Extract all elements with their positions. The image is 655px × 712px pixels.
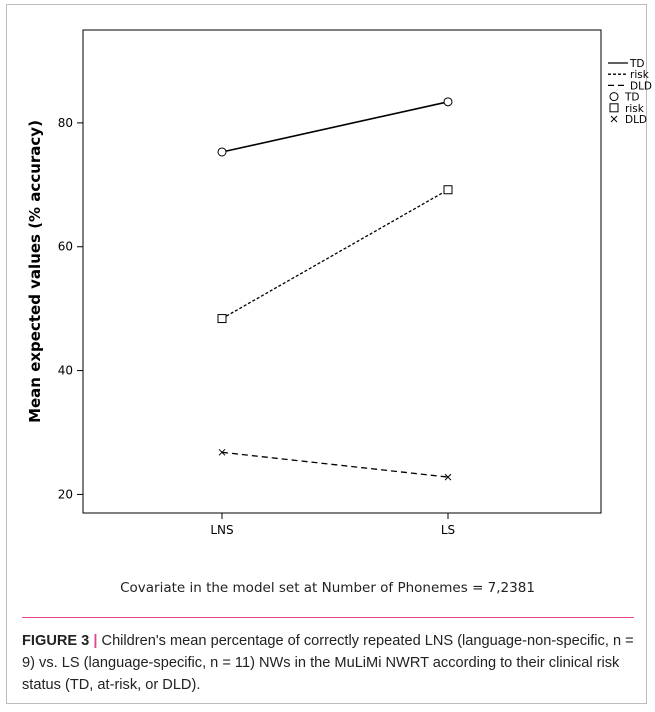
covariate-note: Covariate in the model set at Number of … (120, 580, 535, 596)
data-point-x (218, 448, 226, 456)
data-point-circle (443, 97, 453, 107)
plot-area (82, 29, 602, 514)
series-layer (217, 97, 453, 481)
legend-label: risk (625, 103, 645, 115)
x-tick-label: LS (441, 523, 455, 537)
data-point-x (444, 473, 452, 481)
data-point-square (609, 103, 619, 113)
series-line-td (221, 101, 449, 153)
figure-frame (6, 4, 647, 704)
caption-divider (22, 617, 634, 618)
y-axis-label: Mean expected values (% accuracy) (26, 120, 44, 423)
legend-label: risk (630, 69, 650, 81)
x-axis: LNS LS (210, 513, 455, 537)
series-line-dld (221, 451, 449, 478)
data-point-square (443, 185, 453, 195)
legend-label: DLD (630, 80, 652, 92)
data-point-square (217, 314, 227, 324)
y-tick-label: 60 (58, 240, 73, 254)
caption-text: Children's mean percentage of correctly … (22, 633, 634, 693)
legend-label: TD (629, 58, 645, 70)
caption-label: FIGURE 3 (22, 633, 90, 649)
legend-label: DLD (625, 114, 647, 126)
series-line-risk (221, 189, 449, 320)
y-tick-label: 20 (58, 487, 73, 501)
y-axis: 20 40 60 80 (58, 116, 83, 501)
figure-caption: FIGURE 3 | Children's mean percentage of… (22, 630, 637, 696)
x-tick-label: LNS (210, 523, 233, 537)
y-tick-label: 80 (58, 116, 73, 130)
data-point-circle (217, 147, 227, 157)
data-point-x (610, 115, 618, 123)
y-tick-label: 40 (58, 364, 73, 378)
legend-label: TD (624, 92, 640, 104)
data-point-circle (609, 92, 619, 102)
caption-separator: | (93, 633, 98, 649)
